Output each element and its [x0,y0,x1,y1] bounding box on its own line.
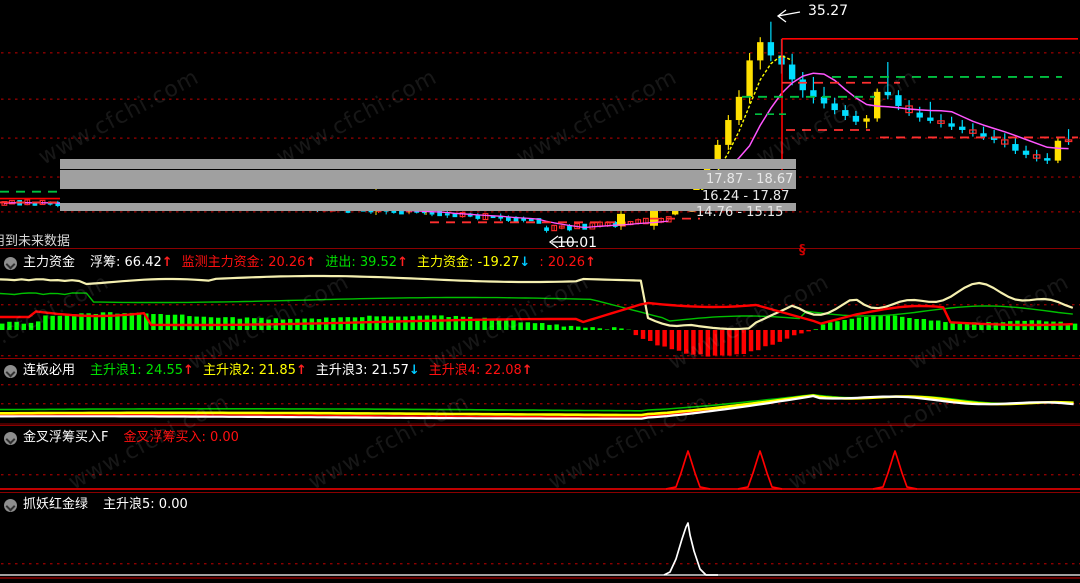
panel-header-lianban-biyong[interactable]: 连板必用 主升浪1: 24.55↑ 主升浪2: 21.85↑ 主升浪3: 21.57… [0,361,533,381]
token-value: 39.52 [355,255,398,270]
token-lianban-biyong: 主升浪3: 21.57↓ [316,363,420,378]
token-jincha-fuchou: 金叉浮筹买入: 0.00 [123,430,238,445]
high-price-label: 35.27 [808,3,849,19]
token-zhuli-zijin: 进出: 39.52↑ [325,255,408,270]
price-band-label-3: 14.76 - 15.15 [696,205,784,220]
token-zhuayao-hongjinlv: 主升浪5: 0.00 [103,497,188,512]
token-value: 21.57 [367,363,409,378]
token-arrow: ↑ [305,255,317,270]
panel-tokens-jincha-fuchou: 金叉浮筹买入: 0.00 [114,428,238,448]
price-band-label-3-wrap: 14.76 - 15.15 [690,205,783,220]
token-zhuli-zijin: 监测主力资金: 20.26↑ [182,255,317,270]
token-arrow: ↑ [161,255,173,270]
token-label: 浮筹: [90,255,121,270]
panel-tokens-zhuli-zijin: 浮筹: 66.42↑ 监测主力资金: 20.26↑ 进出: 39.52↑ 主力资金: … [81,253,596,273]
token-value: 0.00 [154,497,188,512]
token-value: 21.85 [254,363,296,378]
zhuayao-hongjinlv-canvas [0,522,1080,579]
token-zhuli-zijin: 主力资金: -19.27↓ [417,255,530,270]
token-zhuli-zijin: : 20.26↑ [539,255,596,270]
token-value: 0.00 [205,430,239,445]
section-marker-icon: § [799,243,806,258]
token-label: 主升浪3: [315,363,368,378]
low-price-label: 10.01 [557,235,598,251]
token-label: : [539,255,544,270]
price-band-1 [60,159,796,169]
chevron-down-icon[interactable] [4,431,17,445]
chevron-down-icon[interactable] [4,364,17,378]
token-label: 主升浪1: [90,363,142,378]
panel-title-lianban-biyong: 连板必用 [23,363,76,378]
price-band-label-2: 16.24 - 17.87 [702,189,790,204]
price-band-3: 16.24 - 17.87 [60,189,796,204]
panel-title-zhuayao-hongjinlv: 抓妖红金绿 [23,497,89,512]
panel-tokens-zhuayao-hongjinlv: 主升浪5: 0.00 [94,495,188,515]
token-value: 20.26 [264,255,306,270]
token-value: 22.08 [480,363,522,378]
token-value: 24.55 [141,363,184,378]
panel-title-zhuli-zijin: 主力资金 [23,255,76,270]
indicator-panel-zhuli-zijin[interactable] [0,273,1080,358]
token-lianban-biyong: 主升浪1: 24.55↑ [90,363,194,378]
token-lianban-biyong: 主升浪4: 22.08↑ [429,363,533,378]
token-label: 主升浪5: [103,497,155,512]
panel-separator-3 [0,425,1080,426]
token-zhuli-zijin: 浮筹: 66.42↑ [90,255,173,270]
price-band-2: 17.87 - 18.67 [60,170,796,189]
token-label: 主升浪4: [428,363,481,378]
token-label: 进出: [325,255,356,270]
token-label: 主力资金: [416,255,474,270]
token-arrow: ↑ [585,255,596,270]
token-value: -19.27 [473,255,520,270]
future-data-note: 用到未来数据 [0,234,71,249]
token-value: 20.26 [543,255,586,270]
panel-title-jincha-fuchou: 金叉浮筹买入F [23,430,109,445]
panel-header-jincha-fuchou[interactable]: 金叉浮筹买入F 金叉浮筹买入: 0.00 [0,428,239,448]
price-band-4 [60,203,796,211]
token-label: 主升浪2: [202,363,255,378]
token-arrow: ↓ [408,363,420,378]
token-arrow: ↑ [183,363,194,378]
chevron-down-icon[interactable] [4,256,17,270]
indicator-panel-jincha-fuchou[interactable] [0,448,1080,492]
token-arrow: ↑ [521,363,533,378]
panel-header-zhuli-zijin[interactable]: 主力资金 浮筹: 66.42↑ 监测主力资金: 20.26↑ 进出: 39.52↑ 主… [0,253,596,273]
token-lianban-biyong: 主升浪2: 21.85↑ [203,363,307,378]
panel-separator-1 [0,248,1080,249]
token-arrow: ↑ [397,255,408,270]
token-label: 金叉浮筹买入: [123,430,206,445]
lianban-biyong-canvas [0,384,1080,425]
token-arrow: ↓ [519,255,531,270]
zhuli-zijin-canvas [0,274,1080,357]
panel-separator-2 [0,358,1080,359]
jincha-fuchou-canvas [0,450,1080,490]
indicator-panel-lianban-biyong[interactable] [0,381,1080,425]
panel-header-zhuayao-hongjinlv[interactable]: 抓妖红金绿 主升浪5: 0.00 [0,495,188,515]
token-label: 监测主力资金: [181,255,265,270]
panel-tokens-lianban-biyong: 主升浪1: 24.55↑ 主升浪2: 21.85↑ 主升浪3: 21.57↓ 主升浪4… [81,361,533,381]
price-band-label-1: 17.87 - 18.67 [706,172,794,187]
indicator-panel-zhuayao-hongjinlv[interactable] [0,515,1080,583]
panel-separator-4 [0,492,1080,493]
chevron-down-icon[interactable] [4,498,17,512]
token-arrow: ↑ [295,363,307,378]
token-value: 66.42 [120,255,162,270]
